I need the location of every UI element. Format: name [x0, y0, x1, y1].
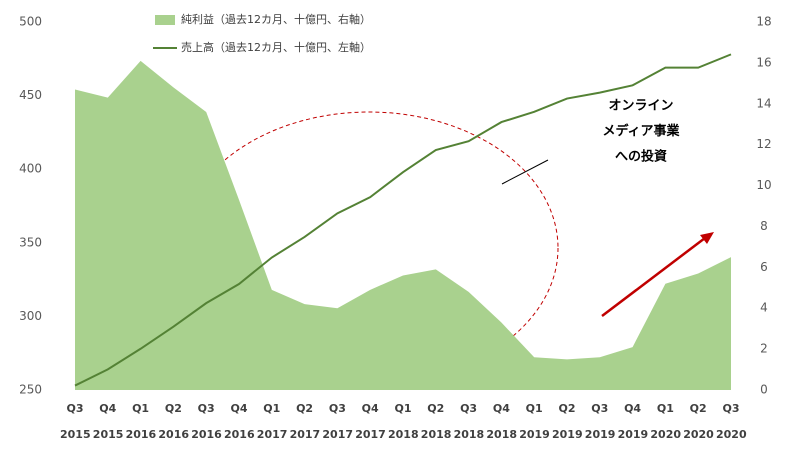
y2-tick-label: 0 [760, 383, 768, 397]
y2-tick-label: 10 [756, 178, 771, 192]
legend-label: 売上高（過去12カ月、十億円、左軸） [181, 40, 371, 54]
x-tick-label: Q1 2018 [388, 402, 419, 441]
x-tick-label: Q2 2018 [420, 402, 452, 441]
y2-tick-label: 4 [760, 301, 768, 315]
x-tick-label: Q2 2020 [683, 402, 714, 441]
y2-tick-label: 14 [756, 96, 771, 110]
annotation: メディア事業 [602, 123, 680, 139]
trend-arrow-head [700, 232, 714, 244]
x-tick-label: Q1 2016 [125, 402, 157, 441]
x-tick-label: Q4 2017 [355, 402, 386, 441]
line [74, 53, 732, 387]
x-tick-label: Q4 2019 [617, 402, 649, 441]
y-tick-label: 500 [19, 15, 42, 29]
y2-tick-label: 2 [760, 342, 768, 356]
legend-label: 純利益（過去12カ月、十億円、右軸） [181, 12, 371, 26]
x-tick-label: Q1 2017 [256, 402, 288, 441]
y2-tick-label: 18 [756, 15, 771, 29]
y2-tick-label: 8 [760, 219, 768, 233]
y-tick-label: 350 [19, 235, 42, 249]
y2-tick-label: 16 [756, 55, 771, 69]
y-tick-label: 300 [19, 309, 42, 323]
y-tick-label: 250 [19, 383, 42, 397]
x-tick-label: Q4 2015 [92, 402, 124, 441]
x-tick-label: Q3 2019 [584, 402, 616, 441]
trend-arrow [601, 237, 706, 317]
annotation: への投資 [615, 149, 667, 165]
x-tick-label: Q1 2019 [519, 402, 550, 441]
annotation: オンライン [608, 99, 673, 114]
y-tick-label: 400 [19, 162, 42, 176]
x-tick-label: Q3 2016 [191, 402, 222, 441]
x-tick-label: Q2 2017 [289, 402, 321, 441]
x-tick-label: Q3 2020 [716, 402, 747, 441]
area [75, 60, 731, 390]
x-tick-label: Q3 2017 [322, 402, 354, 441]
x-tick-label: Q4 2018 [486, 402, 518, 441]
x-tick-label: Q2 2019 [552, 402, 583, 441]
x-tick-label: Q3 2018 [453, 402, 485, 441]
x-tick-label: Q1 2020 [650, 402, 682, 441]
y2-tick-label: 12 [756, 137, 771, 151]
y2-tick-label: 6 [760, 260, 768, 274]
legend-swatch [155, 15, 175, 25]
y-tick-label: 450 [19, 88, 42, 102]
x-tick-label: Q4 2016 [224, 402, 255, 441]
annotation-pointer [501, 159, 549, 185]
x-tick-label: Q2 2016 [158, 402, 190, 441]
x-tick-label: Q3 2015 [60, 402, 91, 441]
